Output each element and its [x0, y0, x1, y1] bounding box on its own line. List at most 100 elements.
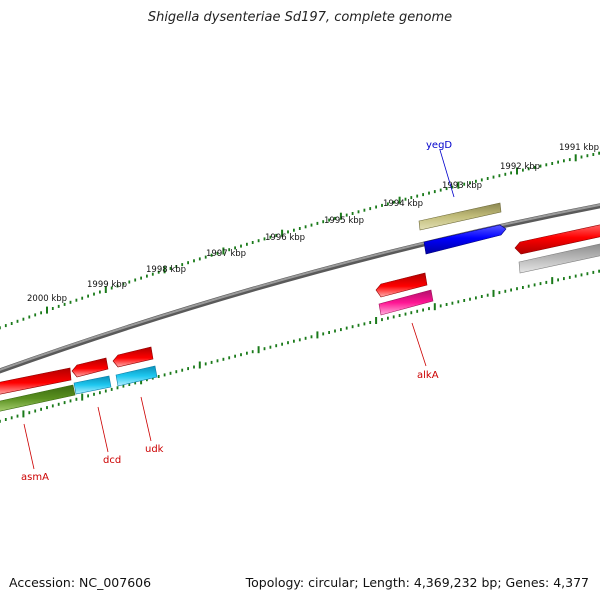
tick-mark	[10, 322, 13, 325]
accession-label: Accession: NC_007606	[9, 575, 152, 590]
tick-mark	[310, 223, 313, 227]
tick-mark	[457, 181, 460, 189]
alkA-gene[interactable]	[375, 272, 428, 298]
tick-mark	[57, 402, 60, 406]
tick-mark	[134, 278, 137, 282]
tick-mark	[287, 341, 289, 345]
tick-mark	[451, 185, 454, 189]
tick-mark	[198, 361, 201, 369]
tick-mark	[281, 229, 284, 237]
tick-mark	[433, 303, 436, 311]
tick-mark	[163, 266, 166, 274]
tick-mark	[545, 163, 548, 167]
tick-mark	[298, 338, 301, 342]
tick-mark	[22, 317, 25, 321]
tick-mark	[381, 203, 383, 207]
tick-mark	[381, 318, 383, 322]
tick-mark	[128, 280, 131, 284]
tick-mark	[410, 311, 413, 315]
tick-mark	[75, 298, 78, 302]
olive-feature[interactable]	[418, 202, 502, 231]
tick-mark	[563, 159, 565, 163]
tick-mark	[122, 282, 125, 286]
gene-label-dcd[interactable]: dcd	[103, 455, 121, 466]
tick-mark	[187, 261, 189, 265]
tick-mark	[40, 407, 42, 411]
tick-mark	[110, 387, 113, 391]
tick-mark	[175, 265, 178, 268]
gene-leader-lines	[23, 149, 455, 470]
tick-mark	[345, 213, 348, 217]
tick-mark	[516, 167, 518, 175]
tick-mark	[69, 300, 72, 304]
tick-mark	[339, 212, 342, 220]
tick-mark	[51, 404, 54, 408]
udk-gene[interactable]	[112, 346, 154, 368]
tick-label: 2000 kbp	[27, 294, 67, 304]
tick-mark	[234, 354, 236, 358]
tick-mark	[81, 296, 84, 300]
tick-mark	[51, 307, 54, 310]
magenta-feature[interactable]	[378, 289, 434, 316]
tick-mark	[410, 196, 413, 200]
tick-mark	[246, 242, 248, 246]
tick-mark	[63, 401, 66, 405]
gene-label-asmA[interactable]: asmA	[21, 472, 49, 483]
tick-mark	[316, 331, 319, 339]
tick-mark	[46, 306, 48, 314]
tick-mark	[563, 277, 565, 281]
tick-mark	[16, 414, 19, 418]
tick-mark	[257, 346, 260, 354]
tick-mark	[445, 303, 448, 306]
green-feature[interactable]	[0, 384, 76, 412]
tick-mark	[598, 151, 600, 155]
tick-mark	[4, 418, 7, 421]
tick-mark	[357, 323, 360, 327]
outer-tick-labels: 1991 kbp 1992 kbp 1993 kbp 1994 kbp 1995…	[27, 143, 599, 304]
tick-mark	[75, 397, 78, 401]
tick-mark	[246, 351, 248, 355]
tick-mark	[387, 202, 389, 206]
tick-mark	[193, 365, 195, 369]
map-title: Shigella dysenteriae Sd197, complete gen…	[147, 10, 453, 25]
tick-mark	[398, 314, 401, 317]
tick-mark	[198, 257, 201, 261]
tick-mark	[322, 220, 325, 224]
tick-mark	[334, 329, 336, 333]
tick-mark	[480, 295, 483, 298]
cyan-feature-left[interactable]	[73, 375, 112, 395]
tick-mark	[99, 391, 101, 395]
tick-label: 1991 kbp	[559, 143, 599, 153]
tick-mark	[322, 332, 325, 336]
tick-mark	[592, 153, 595, 156]
red-gene-right[interactable]	[514, 224, 600, 255]
tick-mark	[210, 253, 213, 257]
cyan-feature-right[interactable]	[115, 365, 158, 387]
tick-mark	[228, 248, 231, 252]
tick-mark	[316, 221, 319, 225]
tick-mark	[357, 210, 360, 214]
gene-label-alkA[interactable]: alkA	[417, 370, 439, 381]
dcd-gene[interactable]	[71, 357, 109, 378]
gene-label-yegD[interactable]: yegD	[426, 140, 452, 151]
tick-mark	[457, 300, 460, 304]
yegD-gene[interactable]	[423, 224, 507, 255]
tick-mark	[398, 196, 401, 204]
tick-mark	[422, 308, 424, 312]
tick-mark	[492, 289, 495, 297]
tick-label: 1992 kbp	[500, 162, 540, 172]
tick-mark	[416, 194, 419, 198]
gray-feature-right[interactable]	[518, 243, 600, 274]
tick-label: 1997 kbp	[206, 249, 246, 259]
tick-label: 1995 kbp	[324, 216, 364, 226]
tick-mark	[204, 255, 207, 259]
tick-mark	[592, 270, 595, 274]
gene-label-udk[interactable]: udk	[145, 444, 164, 455]
tick-mark	[439, 188, 442, 192]
tick-mark	[28, 315, 31, 319]
asmA-gene[interactable]	[0, 367, 72, 395]
tick-mark	[334, 216, 336, 220]
tick-mark	[557, 160, 559, 164]
tick-mark	[522, 286, 524, 289]
